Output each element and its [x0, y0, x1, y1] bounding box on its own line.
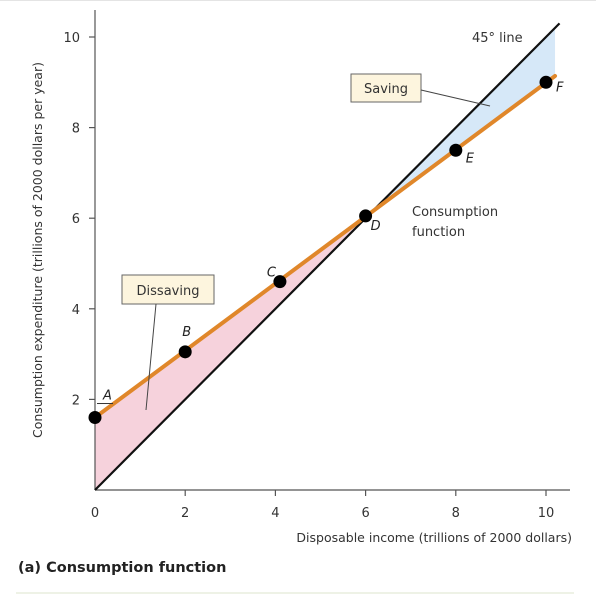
- saving-label: Saving: [364, 82, 408, 97]
- point-label-b: B: [182, 325, 191, 340]
- consumption-function-label-1: Consumption: [412, 205, 498, 220]
- x-tick-label: 8: [452, 506, 460, 521]
- y-tick-label: 10: [63, 31, 80, 46]
- data-points: [88, 75, 553, 425]
- x-tick-label: 2: [181, 506, 189, 521]
- x-tick-label: 0: [91, 506, 99, 521]
- point-label-a: A: [102, 389, 112, 404]
- point-e: [449, 143, 463, 157]
- line-45-degree: [94, 22, 561, 491]
- point-label-d: D: [371, 219, 381, 234]
- chart-caption: (a) Consumption function: [18, 560, 227, 576]
- point-label-f: F: [556, 80, 564, 95]
- point-label-c: C: [267, 266, 277, 281]
- series-lines: [93, 22, 561, 491]
- x-tick-label: 6: [361, 506, 369, 521]
- consumption-function-label-2: function: [412, 225, 465, 240]
- y-tick-label: 6: [72, 212, 80, 227]
- dissaving-box: [121, 274, 215, 305]
- point-a: [88, 411, 102, 425]
- y-tick-label: 8: [72, 122, 80, 137]
- x-tick-label: 4: [271, 506, 279, 521]
- axes: 0 2 4 6 8 10 2 4 6 8 10 Disposable income (trillion…: [30, 10, 572, 545]
- consumption-function-line: [93, 73, 558, 420]
- dissaving-label: Dissaving: [137, 284, 200, 299]
- y-tick-label: 2: [72, 393, 80, 408]
- point-label-e: E: [466, 151, 475, 166]
- chart-text: A B C D E F 45° line Saving Dissaving Consumption…: [97, 31, 564, 411]
- point-b: [178, 345, 192, 359]
- x-tick-label: 10: [538, 506, 555, 521]
- y-axis-title: Consumption expenditure (trillions of 20…: [30, 62, 45, 438]
- top-rule: [0, 0, 596, 1]
- saving-leader: [420, 89, 491, 107]
- point-d: [359, 209, 373, 223]
- bottom-rule: [16, 592, 574, 594]
- label-45-line: 45° line: [472, 31, 523, 46]
- point-f: [539, 75, 553, 89]
- point-c: [273, 275, 287, 289]
- saving-box: [350, 73, 422, 103]
- y-tick-label: 4: [72, 303, 80, 318]
- dissaving-leader: [145, 303, 157, 411]
- x-axis-title: Disposable income (trillions of 2000 dol…: [296, 530, 572, 545]
